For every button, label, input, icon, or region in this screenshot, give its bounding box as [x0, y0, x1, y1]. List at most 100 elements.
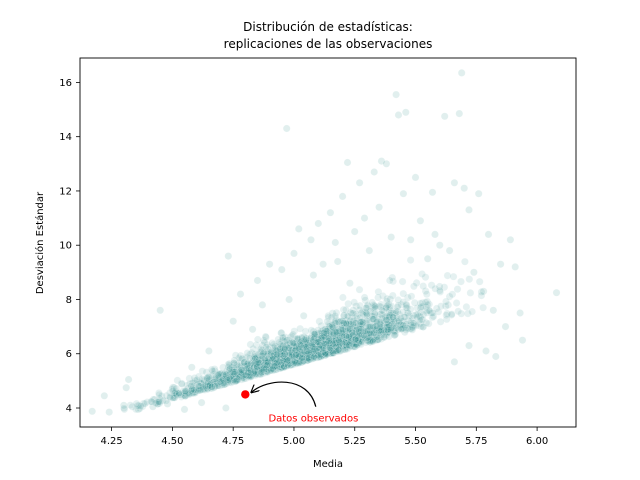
replicate-point	[382, 297, 391, 306]
replicate-point	[386, 318, 394, 327]
replicate-point	[249, 354, 258, 363]
replicate-point	[358, 333, 367, 342]
replicate-point	[245, 365, 254, 374]
replicate-point	[236, 351, 245, 360]
x-axis: 4.25 4.50 4.75 5.00 5.25 5.50 5.75 6.00	[100, 427, 548, 447]
replicate-point	[330, 340, 339, 349]
replicate-point	[443, 309, 451, 318]
replicate-point	[491, 352, 500, 361]
replicate-point	[269, 357, 278, 366]
replicate-point	[333, 323, 342, 332]
replicate-point	[360, 214, 369, 222]
replicate-point	[362, 326, 371, 335]
replicate-point	[347, 335, 356, 344]
replicate-point	[132, 405, 140, 414]
replicate-point	[273, 362, 281, 370]
replicate-point	[229, 376, 238, 385]
replicate-point	[321, 350, 330, 359]
replicate-point	[230, 364, 239, 372]
replicate-point	[369, 304, 378, 312]
replicate-point	[356, 324, 365, 332]
replicate-point	[330, 332, 339, 341]
replicate-point	[301, 353, 310, 362]
replicate-point	[304, 337, 313, 346]
replicate-point	[324, 347, 333, 356]
replicate-point	[263, 346, 272, 355]
replicate-point	[218, 375, 227, 384]
replicate-point	[365, 318, 374, 327]
replicate-point	[371, 336, 379, 345]
replicate-point	[275, 354, 283, 363]
replicate-point	[334, 346, 343, 354]
replicate-point	[246, 365, 255, 373]
replicate-point	[267, 358, 276, 367]
replicate-point	[269, 343, 278, 352]
replicate-point	[265, 361, 274, 370]
replicate-point	[299, 311, 308, 320]
replicate-point	[397, 323, 406, 332]
replicate-point	[328, 341, 337, 349]
replicate-point	[317, 347, 326, 355]
replicate-point	[329, 349, 338, 357]
replicate-point	[379, 333, 388, 342]
replicate-point	[405, 311, 414, 320]
replicate-point	[296, 324, 304, 333]
replicate-point	[269, 355, 278, 364]
replicate-point	[338, 327, 347, 335]
replicate-point	[454, 307, 463, 316]
replicate-point	[339, 335, 348, 344]
replicate-point	[367, 337, 376, 346]
replicate-point	[253, 359, 262, 367]
replicate-point	[419, 302, 427, 311]
replicate-point	[447, 311, 456, 319]
replicate-point	[307, 355, 316, 363]
replicate-point	[345, 343, 354, 351]
replicate-point	[322, 336, 331, 344]
replicate-point	[229, 366, 238, 374]
replicate-point	[428, 313, 437, 322]
replicate-point	[336, 331, 344, 340]
replicate-point	[326, 208, 335, 217]
observed-data-point	[241, 390, 250, 399]
replicate-point	[388, 291, 397, 300]
replicate-point	[188, 385, 196, 393]
replicate-point	[281, 350, 290, 359]
replicate-point	[303, 347, 311, 356]
replicate-point	[277, 329, 286, 337]
replicate-point	[325, 342, 334, 351]
replicate-point	[226, 368, 235, 377]
replicate-point	[276, 353, 284, 361]
replicate-point	[370, 309, 379, 318]
replicate-point	[359, 334, 367, 343]
replicate-point	[335, 329, 344, 338]
replicate-point	[306, 351, 315, 360]
replicate-point	[279, 362, 288, 371]
replicate-point	[249, 345, 258, 353]
replicate-point	[367, 322, 375, 331]
replicate-point	[270, 352, 279, 361]
replicate-point	[253, 366, 262, 375]
replicate-point	[244, 372, 253, 380]
replicate-point	[189, 385, 197, 394]
replicate-point	[293, 356, 302, 365]
replicate-point	[321, 342, 330, 351]
replicate-point	[210, 382, 219, 391]
replicate-point	[155, 390, 164, 399]
replicate-point	[294, 345, 303, 353]
replicate-point	[311, 329, 320, 338]
replicate-point	[516, 309, 524, 317]
replicate-point	[272, 359, 281, 368]
replicate-point	[283, 351, 291, 360]
replicate-point	[258, 359, 267, 368]
replicate-point	[318, 348, 327, 357]
replicate-point	[301, 355, 310, 364]
replicate-point	[306, 342, 315, 350]
replicate-point	[242, 374, 250, 383]
replicate-point	[307, 352, 316, 361]
replicate-point	[234, 371, 243, 379]
annotation-label: Datos observados	[268, 414, 358, 425]
replicate-point	[296, 354, 305, 362]
replicate-point	[296, 358, 305, 367]
x-axis-title: Media	[313, 459, 343, 470]
replicate-point	[378, 306, 386, 315]
